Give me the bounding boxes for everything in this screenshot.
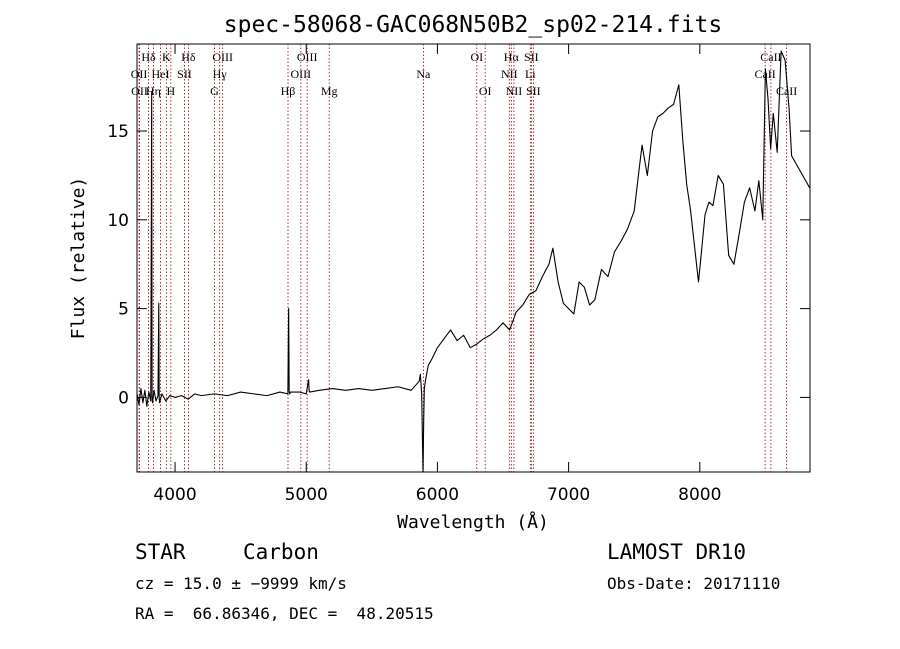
spectral-line-label: SII bbox=[524, 50, 539, 64]
spectrum-line bbox=[136, 50, 811, 473]
x-tick-label: 8000 bbox=[678, 485, 721, 505]
spectral-line-label: Hη bbox=[146, 84, 161, 98]
spectral-line-label: NII bbox=[506, 84, 523, 98]
velocity: cz = 15.0 ± −9999 km/s bbox=[135, 574, 347, 593]
spectral-line-label: Hβ bbox=[281, 84, 296, 98]
spectral-line-label: H bbox=[167, 84, 176, 98]
x-tick-label: 7000 bbox=[547, 485, 590, 505]
spectral-line-label: NII bbox=[501, 67, 518, 81]
x-tick-label: 4000 bbox=[153, 485, 196, 505]
spectral-line-label: OI bbox=[479, 84, 492, 98]
spectral-line-label: Mg bbox=[321, 84, 338, 98]
object-class: STAR bbox=[135, 540, 186, 564]
spectral-line-label: G bbox=[210, 84, 219, 98]
spectral-line-label: CaII bbox=[760, 50, 781, 64]
spectral-line-label: SII bbox=[526, 84, 541, 98]
x-axis-label: Wavelength (Å) bbox=[397, 511, 549, 533]
y-tick-label: 10 bbox=[107, 211, 129, 231]
spectral-line-label: OIII bbox=[212, 50, 233, 64]
y-axis-label: Flux (relative) bbox=[68, 177, 89, 340]
spectral-line-label: HeI bbox=[151, 67, 169, 81]
chart-title: spec-58068-GAC068N50B2_sp02-214.fits bbox=[224, 12, 723, 38]
spectral-line-label: Hα bbox=[504, 50, 520, 64]
x-tick-label: 6000 bbox=[416, 485, 459, 505]
y-tick-label: 15 bbox=[107, 122, 129, 142]
x-tick-label: 5000 bbox=[285, 485, 328, 505]
plot-frame bbox=[136, 43, 811, 473]
obs-date: Obs-Date: 20171110 bbox=[607, 574, 780, 593]
spectral-line-label: Hγ bbox=[213, 67, 228, 81]
y-tick-label: 5 bbox=[118, 300, 129, 320]
spectral-line-label: CaII bbox=[776, 84, 797, 98]
spectral-line-label: OI bbox=[470, 50, 483, 64]
subclass: Carbon bbox=[243, 540, 319, 564]
coordinates: RA = 66.86346, DEC = 48.20515 bbox=[135, 604, 434, 623]
survey: LAMOST DR10 bbox=[607, 540, 746, 564]
spectral-line-label: K bbox=[162, 50, 171, 64]
spectral-line-label: Hδ bbox=[141, 50, 156, 64]
spectral-line-label: OIII bbox=[291, 67, 312, 81]
y-tick-label: 0 bbox=[118, 388, 129, 408]
spectral-line-label: Na bbox=[416, 67, 431, 81]
spectral-line-label: SII bbox=[177, 67, 192, 81]
spectral-line-label: OIII bbox=[297, 50, 318, 64]
spectral-line-label: Li bbox=[525, 67, 536, 81]
spectral-line-label: OII bbox=[131, 67, 148, 81]
spectral-line-label: OII bbox=[131, 84, 148, 98]
spectral-line-label: Hδ bbox=[181, 50, 196, 64]
